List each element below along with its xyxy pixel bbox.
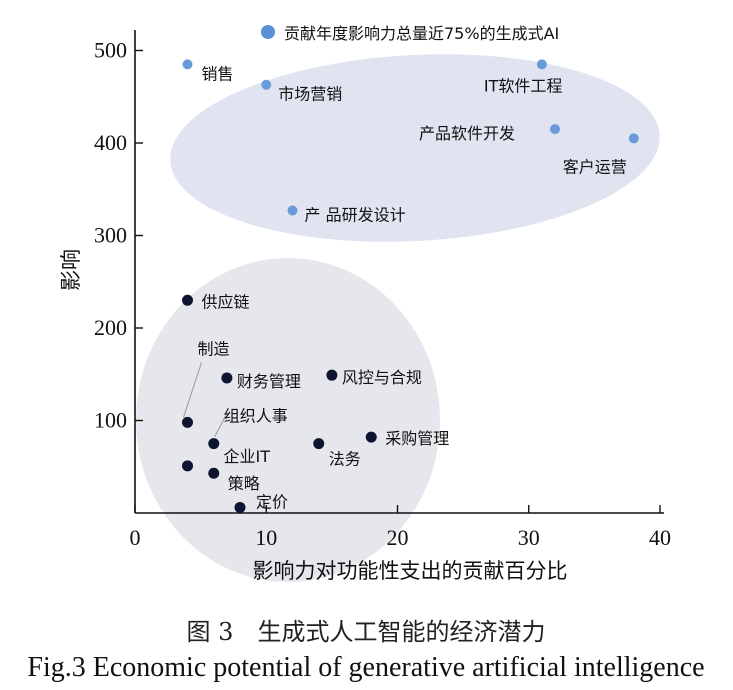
data-label: 采购管理 — [385, 429, 449, 448]
data-label: 定价 — [256, 492, 288, 511]
caption-chinese: 图 3 生成式人工智能的经济潜力 — [187, 618, 546, 646]
low-impact-region — [136, 258, 440, 582]
legend-marker — [261, 25, 275, 39]
data-label: 企业IT — [224, 447, 271, 466]
data-point — [287, 205, 298, 216]
y-tick-label: 200 — [94, 315, 127, 340]
data-label: 销售 — [202, 64, 234, 83]
x-tick-label: 40 — [649, 525, 671, 550]
x-tick-label: 20 — [387, 525, 409, 550]
data-label: 风控与合规 — [342, 368, 422, 387]
data-label: 市场营销 — [278, 85, 342, 104]
leader-line — [183, 362, 202, 418]
data-point — [208, 467, 220, 479]
data-label: 产品软件开发 — [419, 124, 515, 143]
data-point — [182, 416, 193, 428]
x-tick-label: 0 — [130, 525, 141, 550]
data-label: 制造 — [198, 339, 230, 358]
data-point — [313, 438, 325, 450]
y-tick-label: 100 — [94, 408, 127, 433]
x-axis-title: 影响力对功能性支出的贡献百分比 — [253, 559, 568, 583]
data-point — [326, 369, 338, 381]
data-point — [208, 438, 220, 450]
high-impact-region — [170, 54, 660, 242]
data-label: 组织人事 — [224, 407, 288, 426]
data-point — [550, 124, 560, 135]
data-label: IT软件工程 — [484, 76, 563, 95]
data-point — [182, 294, 193, 306]
data-label: 法务 — [329, 450, 361, 469]
legend-label: 贡献年度影响力总量近75%的生成式AI — [284, 24, 559, 43]
data-point — [536, 59, 547, 70]
data-label: 客户运营 — [563, 157, 627, 176]
data-label: 财务管理 — [237, 372, 301, 391]
y-tick-label: 400 — [94, 130, 127, 155]
data-point — [182, 59, 193, 70]
data-point — [182, 460, 193, 472]
y-axis-title: 影响 — [59, 249, 83, 291]
leader-line — [214, 415, 227, 437]
data-point — [261, 79, 272, 90]
data-label: 策略 — [228, 474, 260, 493]
x-tick-label: 30 — [518, 525, 540, 550]
axes: 0 10 20 30 40 100 200 300 400 500 — [94, 30, 671, 550]
data-point — [221, 372, 233, 384]
caption-english: Fig.3 Economic potential of generative a… — [27, 652, 704, 683]
data-point — [234, 501, 246, 513]
data-point — [628, 133, 639, 144]
x-tick-label: 10 — [255, 525, 277, 550]
data-point — [365, 431, 377, 443]
data-label: 供应链 — [202, 292, 250, 311]
data-label: 产 品研发设计 — [305, 206, 406, 225]
y-tick-label: 500 — [94, 38, 127, 63]
y-tick-label: 300 — [94, 223, 127, 248]
